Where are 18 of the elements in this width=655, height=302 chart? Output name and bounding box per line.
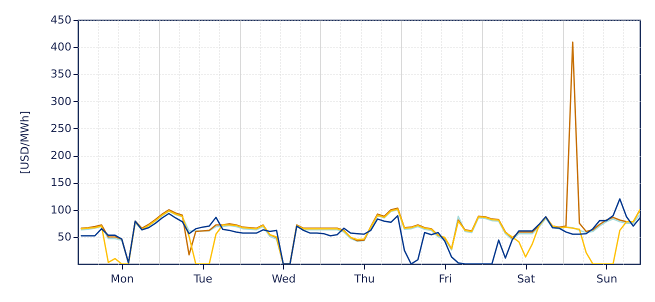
y-tick-label: 400	[50, 40, 72, 54]
y-tick-label: 350	[50, 68, 72, 81]
x-tick-label: Tue	[192, 272, 213, 286]
y-tick-label: 300	[50, 94, 72, 108]
y-tick-label: 50	[58, 230, 72, 244]
y-tick-label: 150	[50, 176, 72, 190]
line-series	[80, 198, 640, 264]
y-axis-title: [USD/MWh]	[18, 110, 32, 174]
x-tick-label: Thu	[353, 272, 375, 286]
x-tick-label: Fri	[438, 272, 452, 286]
x-tick-label: Wed	[272, 272, 296, 286]
y-tick-label: 200	[50, 149, 72, 162]
y-tick-label: 450	[50, 14, 72, 26]
x-tick-label: Mon	[110, 272, 134, 286]
x-tick-label: Sat	[517, 272, 536, 286]
y-tick-label: 100	[50, 203, 72, 216]
y-tick-label: 250	[50, 122, 72, 135]
x-tick-label: Sun	[596, 272, 618, 286]
